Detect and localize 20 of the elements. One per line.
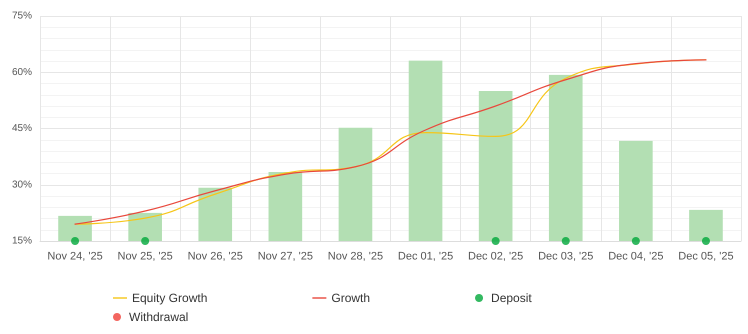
legend-label: Growth (331, 291, 370, 305)
x-tick-label: Dec 05, '25 (678, 250, 734, 262)
x-tick-label: Dec 03, '25 (538, 250, 594, 262)
legend-label: Equity Growth (132, 291, 208, 305)
x-tick-label: Dec 04, '25 (608, 250, 664, 262)
y-tick-label: 30% (12, 179, 32, 190)
y-tick-label: 75% (12, 10, 32, 22)
x-tick-label: Nov 28, '25 (328, 250, 384, 262)
y-tick-label: 45% (12, 123, 32, 134)
legend-label: Withdrawal (129, 310, 188, 324)
x-tick-label: Nov 26, '25 (188, 250, 243, 262)
x-tick-label: Dec 02, '25 (468, 250, 524, 262)
y-tick-label: 60% (12, 66, 32, 78)
x-tick-label: Nov 27, '25 (258, 250, 314, 262)
x-tick-label: Nov 25, '25 (117, 250, 173, 262)
legend-label: Deposit (491, 291, 532, 305)
x-tick-label: Dec 01, '25 (398, 250, 454, 262)
y-tick-label: 15% (12, 236, 32, 246)
line-series (74, 59, 707, 225)
x-tick-label: Nov 24, '25 (47, 250, 103, 262)
